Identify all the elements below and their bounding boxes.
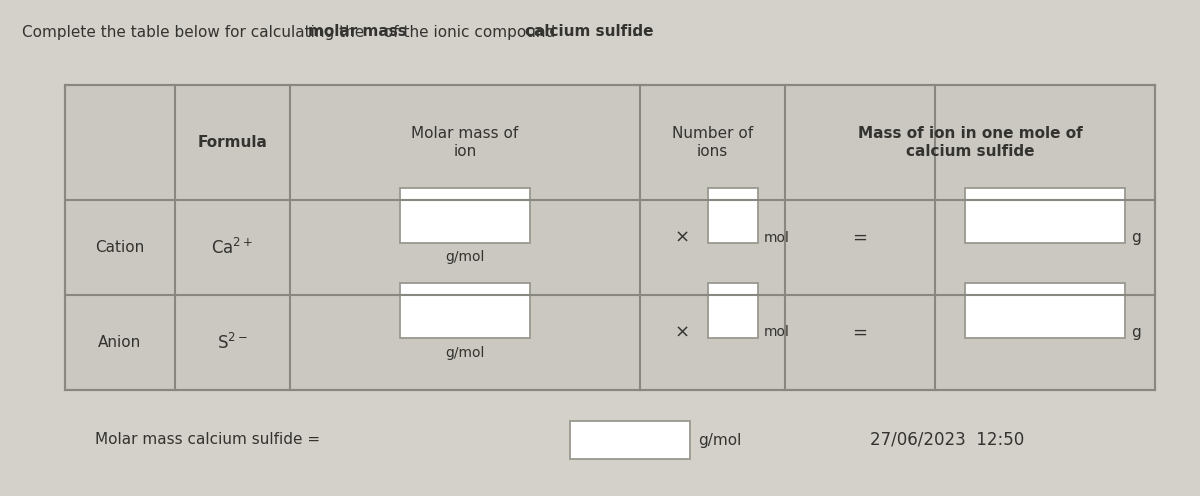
Bar	[400, 187, 530, 243]
Bar	[65, 85, 1154, 390]
Text: mol: mol	[763, 231, 790, 245]
Text: Complete the table below for calculating the: Complete the table below for calculating…	[22, 24, 370, 40]
Text: $\mathrm{Ca}^{2+}$: $\mathrm{Ca}^{2+}$	[211, 238, 253, 257]
Text: g: g	[1132, 325, 1141, 340]
Text: g: g	[1132, 230, 1141, 245]
Text: .: .	[631, 24, 636, 40]
Bar	[400, 283, 530, 337]
Text: Molar mass calcium sulfide =: Molar mass calcium sulfide =	[95, 433, 320, 447]
Text: Cation: Cation	[95, 240, 145, 255]
Text: =: =	[852, 323, 868, 342]
Bar	[965, 283, 1126, 337]
Text: Anion: Anion	[98, 335, 142, 350]
Text: $\mathrm{S}^{2-}$: $\mathrm{S}^{2-}$	[217, 332, 248, 353]
Text: Formula: Formula	[198, 135, 268, 150]
Text: =: =	[852, 229, 868, 247]
Bar	[965, 187, 1126, 243]
Text: Molar mass of
ion: Molar mass of ion	[412, 126, 518, 159]
Text: Mass of ion in one mole of
calcium sulfide: Mass of ion in one mole of calcium sulfi…	[858, 126, 1082, 159]
Text: ×: ×	[674, 323, 690, 342]
Text: g/mol: g/mol	[445, 346, 485, 360]
Text: ×: ×	[674, 229, 690, 247]
Bar	[570, 421, 690, 459]
Text: molar mass: molar mass	[307, 24, 407, 40]
Text: of the ionic compound: of the ionic compound	[379, 24, 560, 40]
Bar	[708, 283, 757, 337]
Text: Number of
ions: Number of ions	[672, 126, 754, 159]
Text: 27/06/2023  12:50: 27/06/2023 12:50	[870, 431, 1025, 449]
Text: calcium sulfide: calcium sulfide	[524, 24, 653, 40]
Text: g/mol: g/mol	[445, 250, 485, 264]
Text: g/mol: g/mol	[698, 433, 742, 447]
Text: mol: mol	[763, 325, 790, 339]
Bar	[708, 187, 757, 243]
